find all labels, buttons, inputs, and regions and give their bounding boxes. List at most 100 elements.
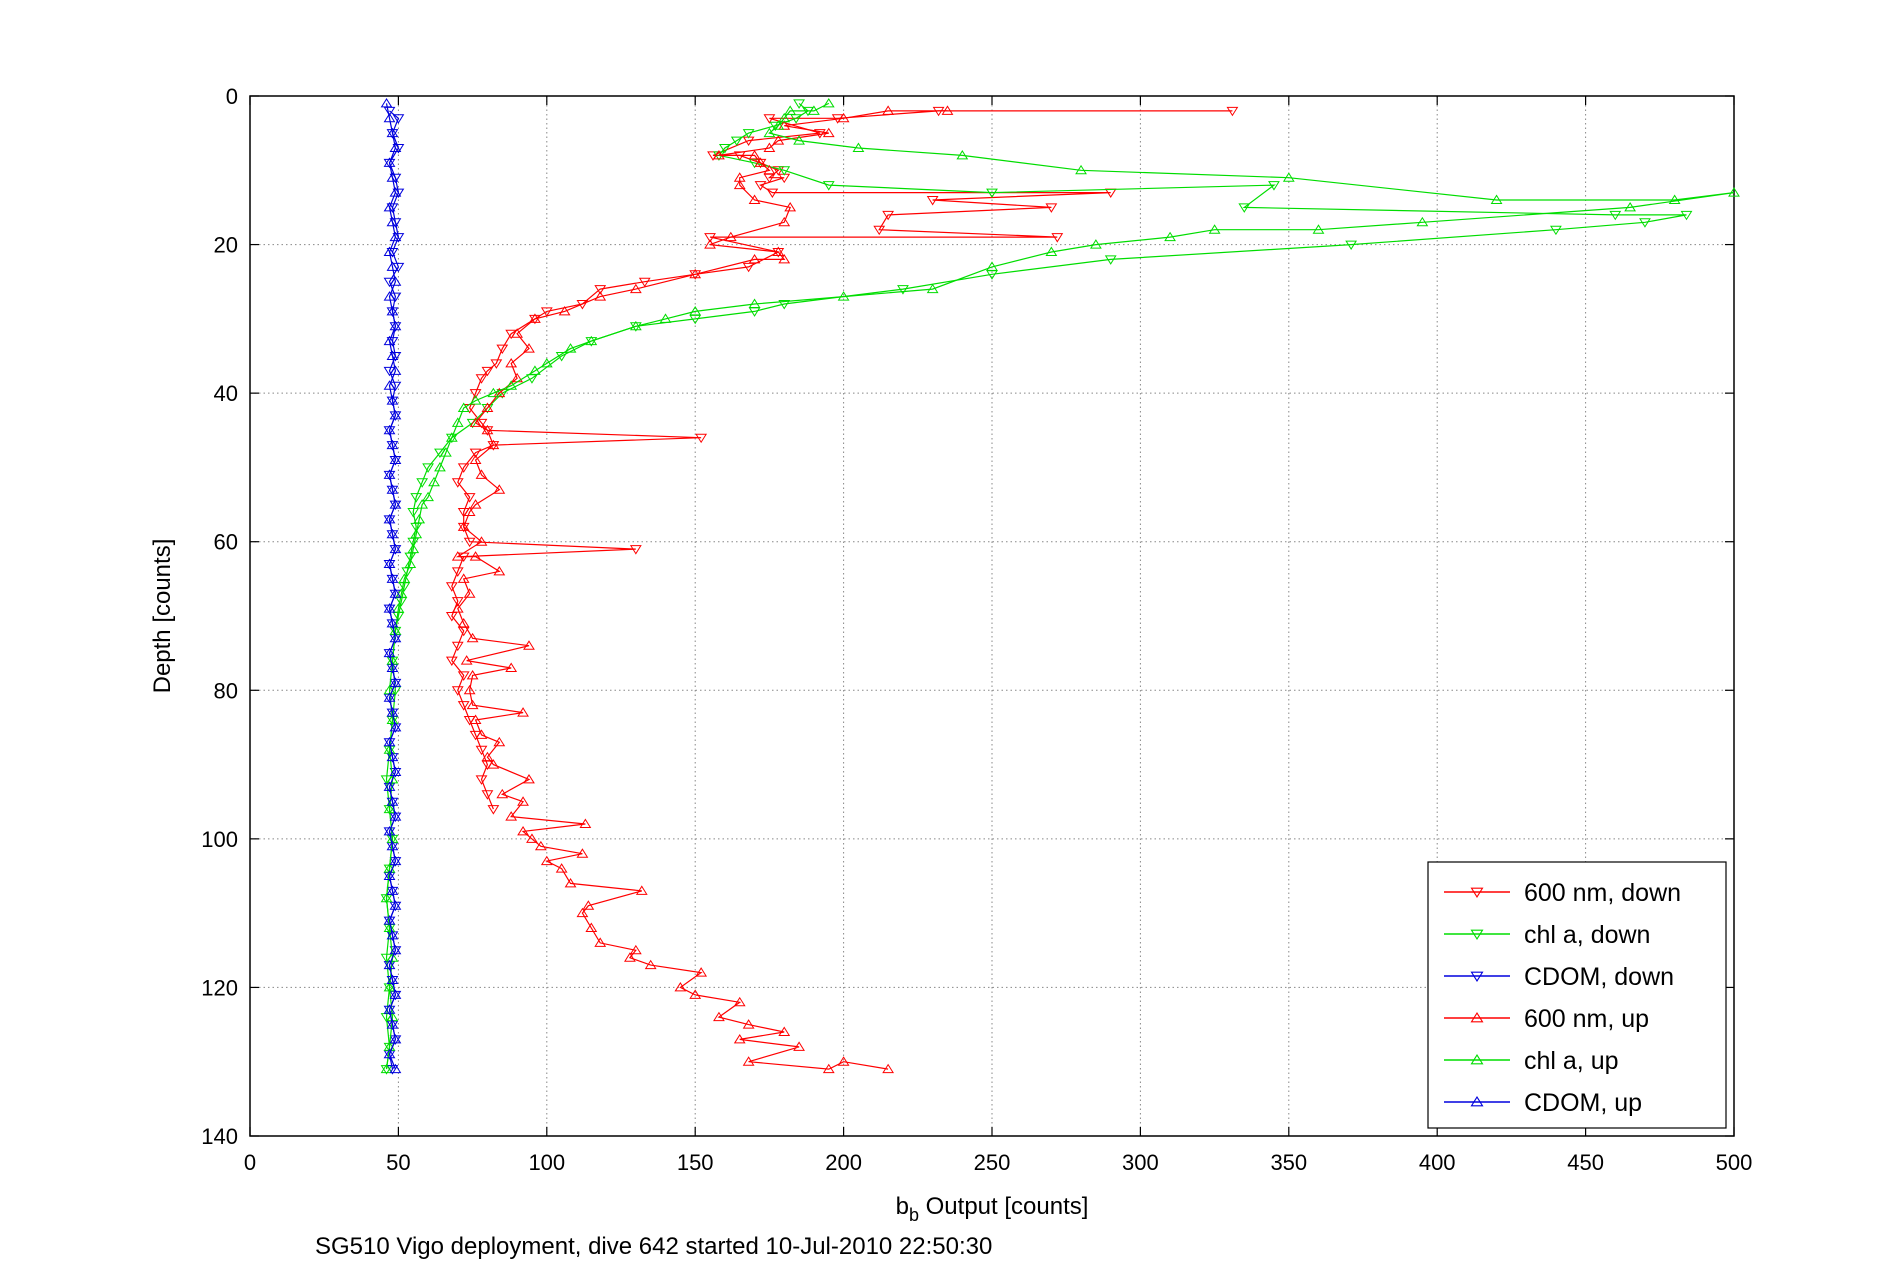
- series-5: [380, 97, 402, 1074]
- data-point: [389, 545, 402, 555]
- legend: 600 nm, down chl a, down CDOM, down 600 nm,…: [1427, 861, 1727, 1129]
- data-point: [445, 656, 458, 667]
- data-point: [638, 277, 651, 288]
- data-point: [475, 536, 488, 546]
- data-point: [582, 900, 595, 910]
- data-point: [386, 840, 399, 851]
- data-point: [383, 603, 396, 613]
- data-point: [523, 773, 535, 784]
- data-point: [389, 1063, 402, 1074]
- data-point: [742, 1056, 755, 1066]
- legend-entry: chl a, down: [1444, 921, 1650, 949]
- x-tick-label: 250: [974, 1150, 1011, 1175]
- data-point: [386, 395, 399, 405]
- y-tick-label: 100: [201, 827, 238, 852]
- x-axis-label-main: b: [896, 1193, 909, 1220]
- data-point: [386, 484, 399, 494]
- data-point: [742, 129, 755, 139]
- data-point: [380, 892, 393, 903]
- data-point: [386, 530, 399, 540]
- data-point: [389, 857, 402, 867]
- series-line: [385, 103, 397, 1070]
- data-point: [1045, 246, 1058, 256]
- x-tick-label: 450: [1567, 1150, 1604, 1175]
- data-point: [534, 840, 547, 851]
- data-point: [386, 714, 399, 724]
- y-tick-label: 80: [214, 678, 238, 703]
- data-point: [383, 469, 396, 479]
- data-point: [496, 344, 509, 355]
- data-point: [383, 803, 396, 814]
- data-point: [505, 357, 518, 368]
- data-point: [742, 1019, 755, 1029]
- data-point: [386, 974, 399, 984]
- data-point: [594, 937, 607, 947]
- data-point: [469, 454, 482, 464]
- data-point: [493, 736, 506, 747]
- data-point: [389, 946, 402, 956]
- data-point: [487, 805, 500, 815]
- data-point: [481, 751, 494, 762]
- series-0: [445, 106, 1239, 815]
- data-point: [882, 1063, 895, 1074]
- data-point: [1345, 240, 1358, 251]
- data-point: [463, 588, 476, 598]
- data-point: [451, 551, 464, 561]
- series-line: [385, 102, 1735, 1070]
- data-point: [410, 528, 423, 539]
- data-point: [451, 641, 464, 652]
- data-point: [772, 248, 785, 258]
- x-tick-label: 200: [825, 1150, 862, 1175]
- data-point: [837, 112, 850, 123]
- data-point: [674, 981, 687, 992]
- data-point: [475, 374, 488, 384]
- data-point: [457, 701, 470, 711]
- legend-label: 600 nm, down: [1524, 879, 1681, 907]
- data-point: [837, 1056, 850, 1066]
- data-point: [529, 314, 541, 325]
- data-point: [644, 959, 657, 970]
- data-point: [1226, 106, 1239, 117]
- data-point: [422, 491, 434, 502]
- data-point: [822, 97, 835, 108]
- data-point: [475, 775, 488, 785]
- data-point: [389, 632, 402, 643]
- data-point: [386, 305, 399, 316]
- data-point: [457, 463, 470, 473]
- data-point: [733, 996, 746, 1007]
- data-point: [511, 328, 524, 338]
- data-point: [386, 773, 399, 784]
- data-point: [383, 870, 396, 880]
- data-point: [772, 246, 785, 256]
- legend-entry: CDOM, up: [1444, 1089, 1642, 1117]
- data-point: [793, 135, 805, 145]
- data-point: [445, 612, 458, 622]
- data-point: [1051, 233, 1064, 243]
- legend-label: chl a, up: [1524, 1047, 1619, 1075]
- data-point: [766, 188, 779, 199]
- data-point: [410, 493, 423, 503]
- data-point: [873, 225, 886, 236]
- data-point: [475, 745, 488, 756]
- data-point: [389, 322, 402, 332]
- data-point: [941, 105, 954, 115]
- data-point: [733, 1033, 746, 1044]
- data-point: [428, 476, 440, 487]
- data-point: [383, 744, 396, 754]
- data-point: [386, 261, 399, 271]
- series-layer: [380, 97, 1740, 1075]
- data-point: [778, 253, 791, 264]
- legend-swatch-marker: [1470, 1012, 1484, 1023]
- data-point: [389, 855, 402, 866]
- data-point: [695, 433, 708, 444]
- data-point: [629, 320, 642, 331]
- data-point: [475, 729, 488, 739]
- data-point: [704, 239, 716, 249]
- data-point: [695, 967, 708, 977]
- data-point: [383, 470, 396, 481]
- data-point: [475, 469, 488, 479]
- data-point: [469, 389, 482, 399]
- data-point: [487, 759, 500, 769]
- legend-swatch-marker: [1470, 929, 1484, 940]
- series-4: [380, 97, 1740, 1074]
